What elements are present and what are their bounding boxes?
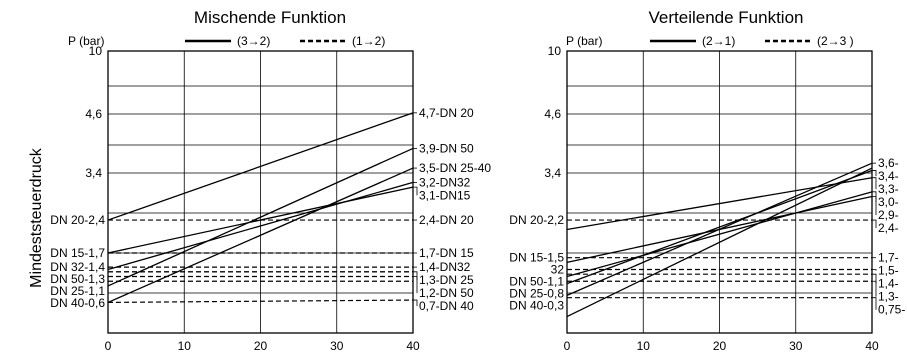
end-label-leader (413, 276, 418, 294)
x-tick-label: 30 (330, 339, 344, 353)
y-tick-label: 3,4 (544, 166, 561, 180)
chart-verteilende-funktion: Verteilende Funktion P (bar) (2→1) (2→3 ) 0 1… (509, 8, 905, 353)
end-label-dn-20: 3,3- (878, 182, 899, 196)
series-line-dn-50-solid (107, 147, 414, 287)
end-label-leader (872, 297, 877, 310)
x-tick-label: 0 (564, 339, 571, 353)
x-tick-label: 40 (865, 339, 879, 353)
end-label-dn-25: 1,3- (878, 290, 899, 304)
end-label-leader (413, 299, 418, 307)
start-label-dn-25: DN 25-0,8 (509, 287, 564, 301)
y-axis-label: P (bar) (566, 34, 602, 48)
x-tick-label: 40 (406, 339, 420, 353)
end-label-leader (872, 219, 877, 229)
end-label-dn-32: 3,0- (878, 195, 899, 209)
start-label-dn-50: DN 50-1,1 (509, 275, 564, 289)
x-tick-label: 20 (254, 339, 268, 353)
end-label-leader (413, 186, 418, 196)
end-label-dn-15: 2,9- (878, 208, 899, 222)
chart-mischende-funktion: Mischende Funktion P (bar) (3→2) (1→2) 0 10 20… (50, 8, 491, 353)
start-label-dn-40: DN 40-0,6 (50, 296, 105, 310)
end-label-dn-25: 3,6- (878, 156, 899, 170)
end-label-leader (872, 269, 877, 271)
y-tick-label: 3,4 (85, 166, 102, 180)
y-tick-label: 4,6 (85, 107, 102, 121)
end-label-dn-20: 2,4- (878, 221, 899, 235)
x-tick-label: 30 (789, 339, 803, 353)
end-label-dn-20: 2,4-DN 20 (419, 213, 474, 227)
series-line-dn-20-solid (107, 112, 414, 221)
chart-title: Mischende Funktion (194, 8, 346, 27)
end-label-dn-40: 0,7-DN 40 (419, 299, 474, 313)
start-label-dn-50: DN 50-1,3 (50, 272, 105, 286)
end-label-dn-50: 3,4- (878, 169, 899, 183)
legend-label-solid: (2→1) (702, 34, 735, 48)
y-tick-label: 10 (89, 44, 103, 58)
start-label-dn-25: DN 25-1,1 (50, 284, 105, 298)
end-label-dn-15: 1,7-DN 15 (419, 246, 474, 260)
y-axis-label: P (bar) (68, 34, 104, 48)
start-label-dn-20: DN 20-2,2 (509, 213, 564, 227)
x-tick-label: 20 (713, 339, 727, 353)
series-line-dn-25-40-solid (107, 167, 414, 304)
end-label-dn-32: 1,4-DN32 (419, 260, 471, 274)
series-line-dn-40-dashed (107, 299, 414, 304)
end-label-dn-20: 4,7-DN 20 (419, 106, 474, 120)
y-tick-label: 10 (548, 44, 562, 58)
legend-label-dashed: (2→3 ) (817, 34, 854, 48)
start-label-dn-15: DN 15-1,5 (509, 251, 564, 265)
end-label-dn-15: 1,7- (878, 251, 899, 265)
end-label-dn-32: 3,2-DN32 (419, 175, 471, 189)
y-tick-label: 4,6 (544, 107, 561, 121)
end-label-dn-40: 0,75- (878, 303, 905, 317)
legend-label-dashed: (1→2) (352, 34, 385, 48)
end-label-leader (872, 196, 877, 216)
legend-label-solid: (3→2) (237, 34, 270, 48)
series-line-dn-40-solid (566, 167, 873, 318)
end-label-dn-50: 1,2-DN 50 (419, 286, 474, 300)
series-line-dn-32-solid (566, 191, 873, 278)
end-label-leader (872, 170, 877, 177)
end-label-dn-15: 3,1-DN15 (419, 188, 471, 202)
start-label-dn-32: DN 32-1,4 (50, 260, 105, 274)
end-label-leader (872, 273, 877, 284)
start-label-dn-32: 32 (551, 263, 565, 277)
x-tick-label: 0 (105, 339, 112, 353)
end-label-dn-25: 1,3-DN 25 (419, 273, 474, 287)
chart-title: Verteilende Funktion (649, 8, 804, 27)
start-label-dn-20: DN 20-2,4 (50, 213, 105, 227)
end-label-dn-32: 1,5- (878, 264, 899, 278)
series-line-dn-50-solid (566, 169, 873, 285)
start-label-dn-40: DN 40-0,3 (509, 299, 564, 313)
end-label-leader (872, 177, 877, 190)
x-tick-label: 10 (178, 339, 192, 353)
end-label-dn-50: 3,9-DN 50 (419, 141, 474, 155)
start-label-dn-15: DN 15-1,7 (50, 246, 105, 260)
end-label-dn-50: 1,4- (878, 277, 899, 291)
figure-y-axis-title: Mindeststeuerdruck (28, 147, 45, 288)
series-line-dn-25-solid (566, 162, 873, 296)
series-line-dn-20-solid (566, 177, 873, 231)
series-line-dn-32-solid (107, 181, 414, 271)
end-label-dn-25-40: 3,5-DN 25-40 (419, 161, 491, 175)
x-tick-label: 10 (637, 339, 651, 353)
end-label-leader (872, 280, 877, 297)
